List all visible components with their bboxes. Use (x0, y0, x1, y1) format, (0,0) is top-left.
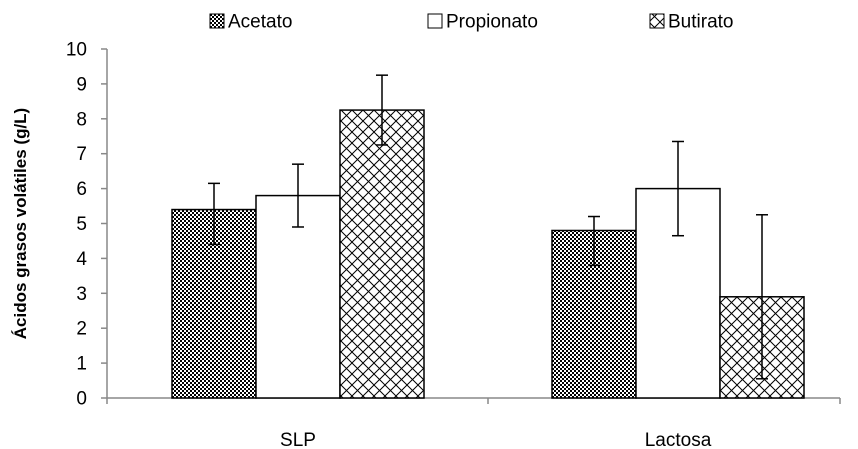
y-tick-label: 3 (76, 284, 87, 305)
bar-propionato-slp (255, 194, 341, 399)
legend-swatch (649, 13, 665, 29)
legend-item-propionato: Propionato (427, 12, 538, 33)
y-tick-label: 9 (76, 74, 87, 95)
error-bar-acetato-slp (208, 182, 220, 246)
y-tick-label: 2 (76, 319, 87, 340)
y-tick-label: 7 (76, 144, 87, 165)
x-tick-label: SLP (280, 430, 316, 449)
legend-item-butirato: Butirato (649, 12, 733, 33)
error-bar-butirato-lactosa (756, 214, 768, 380)
y-tick-label: 1 (76, 354, 87, 375)
legend-label: Butirato (668, 12, 733, 33)
x-axis: SLP Lactosa (106, 397, 841, 449)
error-bars (208, 74, 768, 380)
legend-swatch (427, 13, 443, 29)
y-tick-label: 6 (76, 179, 87, 200)
y-axis: 0 1 2 3 4 5 6 7 8 9 10 (66, 40, 108, 410)
y-tick-label: 10 (66, 40, 87, 61)
y-tick-label: 5 (76, 214, 87, 235)
y-axis-title: Ácidos grasos volátiles (g/L) (11, 108, 30, 339)
legend-item-acetato: Acetato (209, 12, 292, 33)
bar-butirato-slp (339, 109, 425, 399)
y-tick-label: 4 (76, 249, 87, 270)
error-bar-butirato-slp (376, 74, 388, 146)
legend-label: Acetato (228, 12, 292, 33)
y-tick-label: 8 (76, 109, 87, 130)
bars (171, 109, 805, 399)
y-tick-label: 0 (76, 389, 87, 410)
legend-label: Propionato (446, 12, 538, 33)
error-bar-acetato-lactosa (588, 215, 600, 267)
legend: Acetato Propionato Butirato (209, 12, 733, 33)
x-tick-label: Lactosa (645, 430, 712, 449)
bar-acetato-slp (171, 208, 257, 399)
legend-swatch (209, 13, 225, 29)
error-bar-propionato-slp (292, 163, 304, 228)
error-bar-propionato-lactosa (672, 140, 684, 237)
